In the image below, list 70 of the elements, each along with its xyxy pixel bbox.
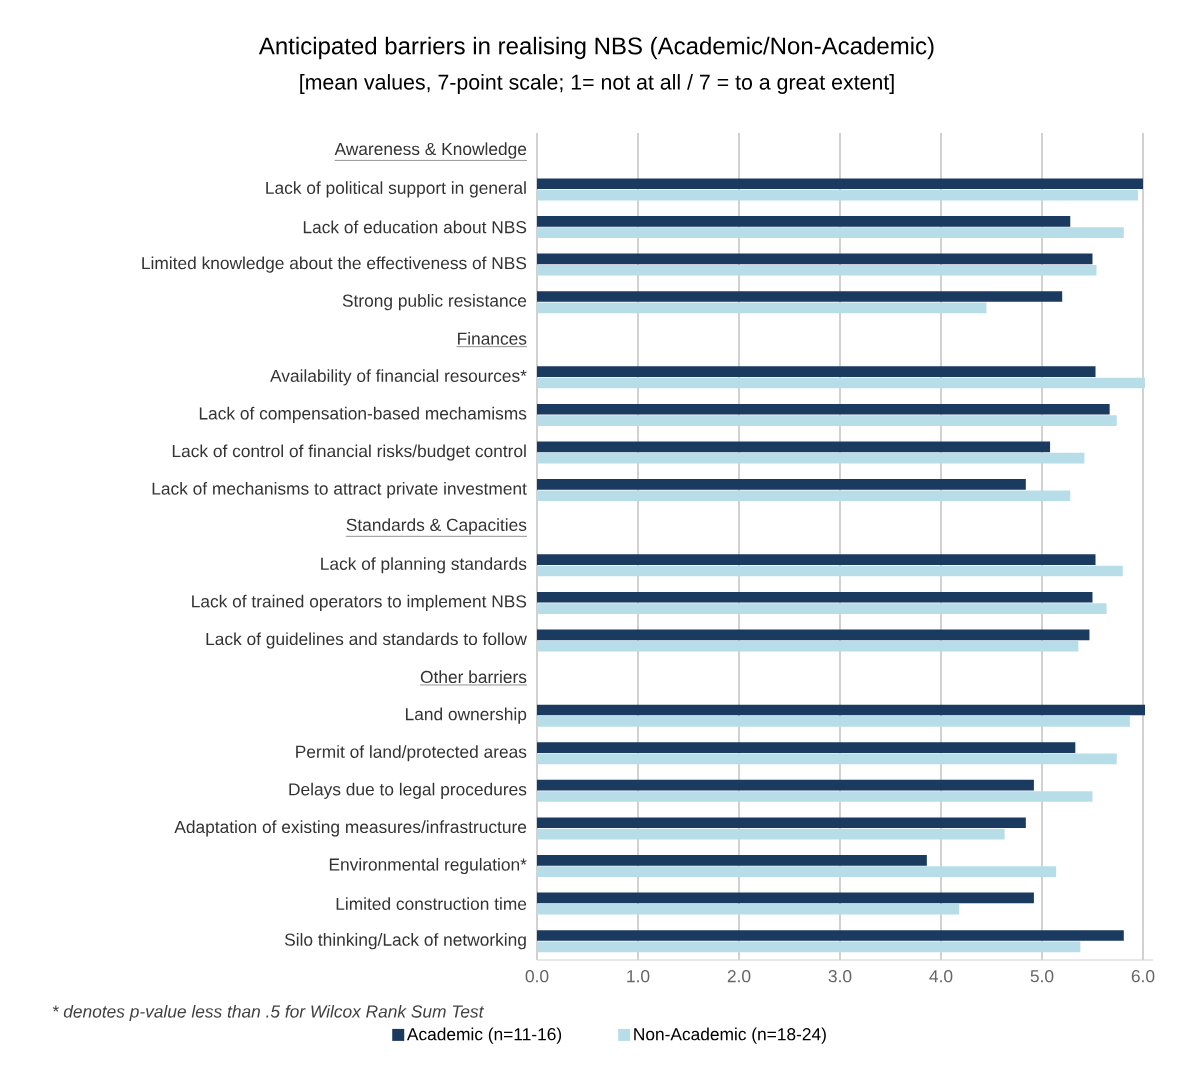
bar	[537, 817, 1026, 829]
x-tick-label: 5.0	[1030, 970, 1054, 983]
y-tick-label: Limited construction time	[336, 897, 527, 910]
bar	[537, 302, 987, 314]
y-tick-label: Lack of education about NBS	[303, 220, 527, 234]
y-tick-label: Finances	[458, 332, 527, 345]
bar	[537, 377, 1146, 389]
text: * denotes p-value less than .5 for Wilcox Rank Sum Test	[52, 1004, 485, 1022]
bar	[537, 291, 1063, 302]
bar	[537, 941, 1081, 953]
x-tick-label: 6.0	[1131, 970, 1155, 983]
bar	[537, 640, 1079, 652]
y-tick-label: Lack of guidelines and standards to follow	[206, 632, 527, 649]
y-tick-label: Lack of trained operators to implement NBS	[192, 594, 527, 611]
bar	[537, 828, 1005, 840]
bar	[537, 779, 1034, 791]
y-tick-label: Limited knowledge about the effectiveness of NBS	[142, 256, 527, 273]
y-tick-label: Environmental regulation*	[329, 857, 527, 875]
x-tick-label: 3.0	[828, 970, 852, 983]
bar	[537, 866, 1057, 878]
y-tick-label: Lack of compensation-based mechamisms	[199, 406, 527, 424]
y-tick-label: Standards & Capacities	[346, 518, 527, 535]
bar	[537, 742, 1076, 753]
bar	[537, 441, 1051, 453]
bar	[537, 629, 1090, 641]
x-tick-label: 1.0	[627, 970, 650, 983]
bar	[537, 479, 1026, 490]
y-tick-label: Permit of land/protected areas	[296, 745, 527, 762]
bar	[537, 452, 1085, 464]
legend-label: Non-Academic (n=18-24)	[634, 1027, 826, 1044]
y-tick-label: Silo thinking/Lack of networking	[284, 933, 526, 950]
bar	[537, 855, 927, 866]
bar	[537, 415, 1117, 426]
bar	[537, 264, 1097, 276]
x-tick-label: 2.0	[727, 970, 751, 983]
y-tick-label: Land ownership	[406, 707, 527, 724]
bar	[537, 892, 1034, 904]
y-tick-label: Lack of planning standards	[321, 557, 527, 574]
y-tick-label: Awareness & Knowledge	[334, 142, 527, 159]
bar	[537, 403, 1110, 415]
y-tick-label: Other barriers	[420, 670, 527, 684]
bar	[537, 603, 1107, 614]
y-tick-label: Adaptation of existing measures/infrastructure	[174, 820, 527, 837]
bar	[537, 753, 1117, 765]
bar	[537, 704, 1146, 716]
x-tick-label: 4.0	[929, 970, 953, 983]
chart-subtitle: [mean values, 7-point scale; 1= not at all / 7 = to a great extent]	[300, 74, 894, 94]
bar	[537, 791, 1093, 802]
chart-title: Anticipated barriers in realising NBS (Academic/Non-Academic)	[258, 36, 934, 60]
bar	[537, 366, 1096, 378]
y-tick-label: Strong public resistance	[342, 294, 527, 311]
bar	[537, 930, 1124, 941]
y-tick-label: Lack of political support in general	[266, 181, 526, 198]
legend-label: Academic (n=11-16)	[406, 1027, 562, 1044]
bar	[537, 554, 1096, 565]
y-tick-label: Delays due to legal procedures	[289, 782, 527, 799]
x-tick-label: 0.0	[525, 970, 549, 983]
bar	[537, 565, 1123, 577]
bar	[537, 189, 1138, 201]
bar	[537, 253, 1093, 265]
y-tick-label: Lack of mechanisms to attract private investment	[152, 482, 527, 499]
bar	[537, 178, 1143, 190]
bar	[537, 215, 1071, 227]
y-tick-label: Lack of control of financial risks/budget control	[172, 444, 526, 461]
bar	[537, 591, 1093, 603]
bar	[537, 715, 1130, 727]
y-tick-label: Availability of financial resources*	[270, 369, 527, 386]
bar	[537, 903, 960, 915]
bar	[537, 227, 1124, 238]
bar	[537, 490, 1071, 502]
